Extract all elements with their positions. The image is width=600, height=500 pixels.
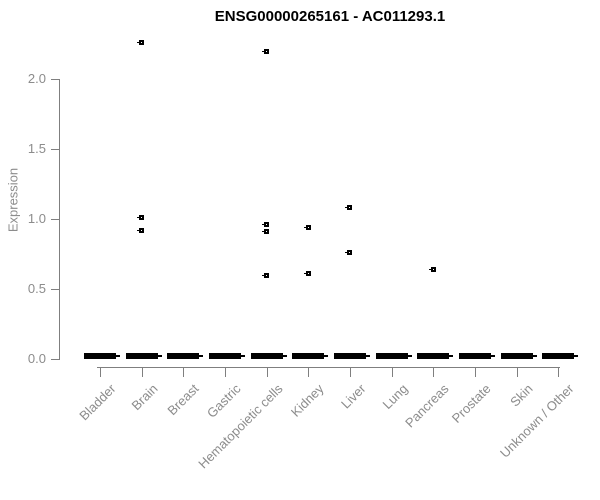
x-axis-tick <box>433 367 435 377</box>
x-axis-category-label: Brain <box>128 381 161 414</box>
zero-expression-cluster <box>333 353 370 359</box>
zero-expression-cluster <box>417 353 454 359</box>
y-axis-tick <box>51 149 59 150</box>
zero-expression-cluster <box>292 353 329 359</box>
data-point-marker <box>262 48 270 54</box>
zero-expression-cluster <box>375 353 412 359</box>
x-axis-category-label: Skin <box>506 381 536 410</box>
y-axis-tick-label: 1.0 <box>27 211 46 226</box>
x-axis-category-label: Gastric <box>203 381 244 421</box>
x-axis-tick <box>558 367 560 377</box>
x-axis-category-label: Liver <box>338 381 369 412</box>
zero-expression-cluster <box>125 353 162 359</box>
x-axis-tick <box>266 367 268 377</box>
x-axis-category-label: Bladder <box>76 381 119 424</box>
chart-title: ENSG00000265161 - AC011293.1 <box>214 8 446 25</box>
y-axis-tick-label: 0.5 <box>27 281 46 296</box>
data-point-marker <box>428 266 436 272</box>
data-point-marker <box>262 229 270 235</box>
x-axis-tick <box>224 367 226 377</box>
x-axis-category-label: Kidney <box>288 381 327 420</box>
x-axis-tick <box>183 367 185 377</box>
data-point-marker <box>137 215 145 221</box>
x-axis-category-label: Pancreas <box>402 381 452 431</box>
x-axis-tick <box>349 367 351 377</box>
data-point-marker <box>137 227 145 233</box>
x-axis-category-label: Prostate <box>448 381 494 426</box>
y-axis-tick-label: 0.0 <box>27 351 46 366</box>
y-axis-tick <box>51 219 59 220</box>
data-point-marker <box>345 205 353 211</box>
x-axis-category-label: Lung <box>379 381 411 413</box>
x-axis-tick <box>516 367 518 377</box>
y-axis-tick <box>51 79 59 80</box>
data-point-marker <box>262 272 270 278</box>
zero-expression-cluster <box>542 353 579 359</box>
x-axis-tick <box>391 367 393 377</box>
y-axis-line <box>59 79 60 360</box>
data-point-marker <box>345 250 353 256</box>
data-point-marker <box>303 271 311 277</box>
x-axis-category-label: Breast <box>164 381 202 419</box>
y-axis-tick <box>51 289 59 290</box>
zero-expression-cluster <box>500 353 537 359</box>
x-axis-tick <box>100 367 101 377</box>
zero-expression-cluster <box>208 353 245 359</box>
x-axis-line <box>97 367 560 368</box>
zero-expression-cluster <box>84 353 120 359</box>
data-point-marker <box>262 222 270 228</box>
y-axis-tick-label: 2.0 <box>27 71 46 86</box>
zero-expression-cluster <box>167 353 204 359</box>
zero-expression-cluster <box>250 353 287 359</box>
data-point-marker <box>137 40 145 46</box>
x-axis-category-label: Unknown / Other <box>497 381 577 461</box>
data-point-marker <box>303 224 311 230</box>
x-axis-tick <box>141 367 143 377</box>
y-axis-tick-label: 1.5 <box>27 141 46 156</box>
zero-expression-cluster <box>458 353 495 359</box>
y-axis-tick <box>51 359 59 360</box>
x-axis-tick <box>308 367 310 377</box>
x-axis-tick <box>474 367 476 377</box>
